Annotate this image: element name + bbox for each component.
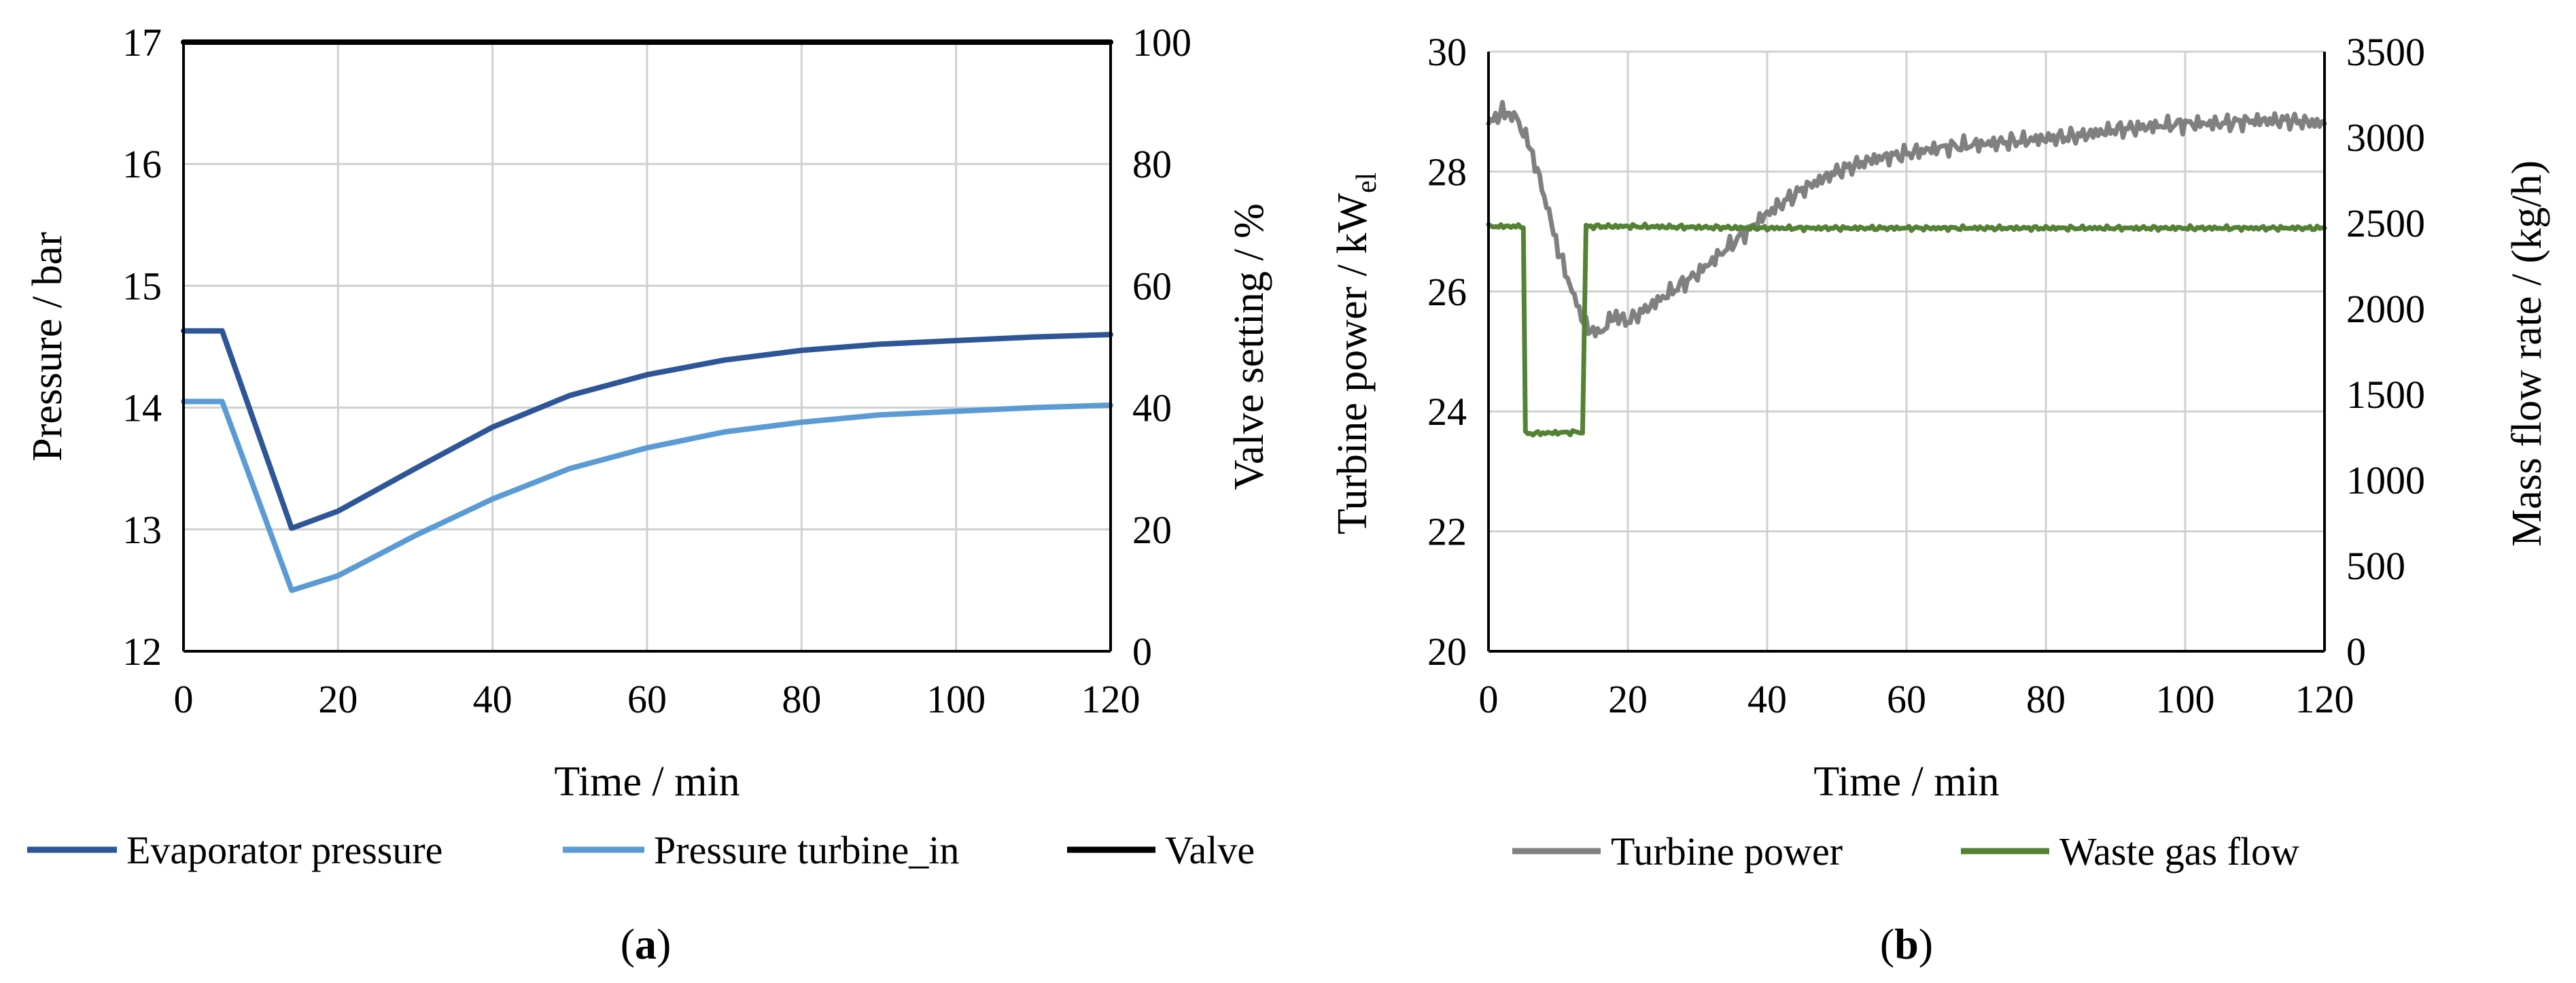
chart-b-series xyxy=(1486,99,2327,438)
chart-a-y2-tick-label: 60 xyxy=(1132,264,1172,308)
chart-b-y2-tick-label: 2000 xyxy=(2346,287,2425,331)
chart-b-y-tick-label: 20 xyxy=(1427,630,1467,674)
chart-a-y2-tick-label: 100 xyxy=(1132,20,1191,65)
chart-a: 0 20 40 60 80 100 120121314151617020406080100 … xyxy=(24,20,1272,968)
chart-a-y-axis-label: Pressure / bar xyxy=(24,232,71,462)
chart-b-y-tick-label: 22 xyxy=(1427,510,1467,554)
chart-a-series-pressure-turbine-in xyxy=(181,398,1113,593)
chart-b-series-waste-gas-flow xyxy=(1486,222,2327,438)
chart-a-y-tick-label: 16 xyxy=(122,142,162,186)
chart-b-gridlines xyxy=(1489,50,2326,651)
chart-b-y2-tick-label: 1000 xyxy=(2346,458,2425,502)
chart-b-y2-tick-label: 0 xyxy=(2346,630,2366,674)
chart-b-x-tick-label: 0 xyxy=(1479,677,1499,721)
chart-b: 0 20 40 60 80 100 120 20 22 24 26 28 30 0 500 1000 1500 2… xyxy=(1329,30,2550,968)
chart-a-y-tick-label: 14 xyxy=(122,386,162,430)
chart-a-x-axis-label: Time / min xyxy=(554,759,739,805)
chart-b-x-tick-label: 100 xyxy=(2156,677,2215,721)
chart-a-y2-tick-label: 80 xyxy=(1132,142,1172,186)
chart-a-y2-tick-label: 40 xyxy=(1132,386,1172,430)
chart-b-x-tick-label: 80 xyxy=(2026,677,2066,721)
chart-a-y-tick-label: 13 xyxy=(122,508,162,552)
chart-a-y-tick-label: 12 xyxy=(122,630,162,674)
chart-b-ticks: 0 20 40 60 80 100 120 20 22 24 26 28 30 0 500 1000 1500 2… xyxy=(1427,30,2425,721)
chart-b-y-tick-label: 26 xyxy=(1427,270,1467,314)
chart-a-x-tick-label: 120 xyxy=(1081,677,1141,721)
chart-b-x-tick-label: 60 xyxy=(1887,677,1926,721)
chart-b-x-tick-label: 20 xyxy=(1608,677,1648,721)
chart-a-ticks: 0 20 40 60 80 100 120 12 13 14 15 16 17 0 20 40 60 80 100 xyxy=(122,20,1191,721)
chart-a-y2-axis-label: Valve setting / % xyxy=(1226,203,1272,490)
legend-label-evaporator-pressure: Evaporator pressure xyxy=(126,828,442,872)
chart-a-y2-tick-label: 20 xyxy=(1132,508,1172,552)
chart-a-x-tick-label: 80 xyxy=(782,677,821,721)
chart-b-x-tick-label: 120 xyxy=(2295,677,2354,721)
legend-label-waste-gas-flow: Waste gas flow xyxy=(2059,829,2299,874)
chart-b-y2-tick-label: 3000 xyxy=(2346,116,2425,160)
chart-b-y2-tick-label: 1500 xyxy=(2346,373,2425,417)
legend-label-valve: Valve xyxy=(1165,828,1255,872)
chart-a-y-tick-label: 17 xyxy=(122,20,162,65)
chart-a-series-evaporator-pressure xyxy=(181,328,1113,531)
chart-a-legend: Evaporator pressure Pressure turbine_in … xyxy=(27,828,1255,872)
chart-b-x-tick-label: 40 xyxy=(1747,677,1787,721)
chart-b-y-axis-label: Turbine power / kWel xyxy=(1329,173,1382,535)
panel-label-a: (a) xyxy=(621,920,672,968)
chart-a-x-tick-label: 60 xyxy=(627,677,667,721)
chart-a-y2-tick-label: 0 xyxy=(1132,630,1152,674)
chart-b-y-tick-label: 30 xyxy=(1427,30,1467,74)
chart-a-x-tick-label: 100 xyxy=(926,677,986,721)
chart-a-series xyxy=(181,39,1113,593)
panel-label-b: (b) xyxy=(1880,920,1933,968)
chart-a-x-tick-label: 0 xyxy=(174,677,194,721)
chart-a-x-tick-label: 20 xyxy=(318,677,358,721)
legend-label-pressure-turbine-in: Pressure turbine_in xyxy=(654,828,959,872)
chart-b-y2-tick-label: 3500 xyxy=(2346,30,2425,74)
chart-a-y-tick-label: 15 xyxy=(122,264,162,308)
chart-b-x-axis-label: Time / min xyxy=(1813,759,1999,805)
chart-b-y-tick-label: 24 xyxy=(1427,390,1467,434)
chart-b-legend: Turbine power Waste gas flow xyxy=(1512,829,2299,874)
chart-b-y-tick-label: 28 xyxy=(1427,150,1467,194)
chart-a-x-tick-label: 40 xyxy=(473,677,512,721)
chart-b-y2-tick-label: 2500 xyxy=(2346,201,2425,245)
legend-label-turbine-power: Turbine power xyxy=(1611,829,1843,874)
chart-b-y2-axis-label: Mass flow rate / (kg/h) xyxy=(2504,160,2550,547)
chart-a-gridlines xyxy=(184,41,1112,651)
chart-b-series-turbine-power xyxy=(1486,99,2327,339)
chart-b-y2-tick-label: 500 xyxy=(2346,544,2405,588)
